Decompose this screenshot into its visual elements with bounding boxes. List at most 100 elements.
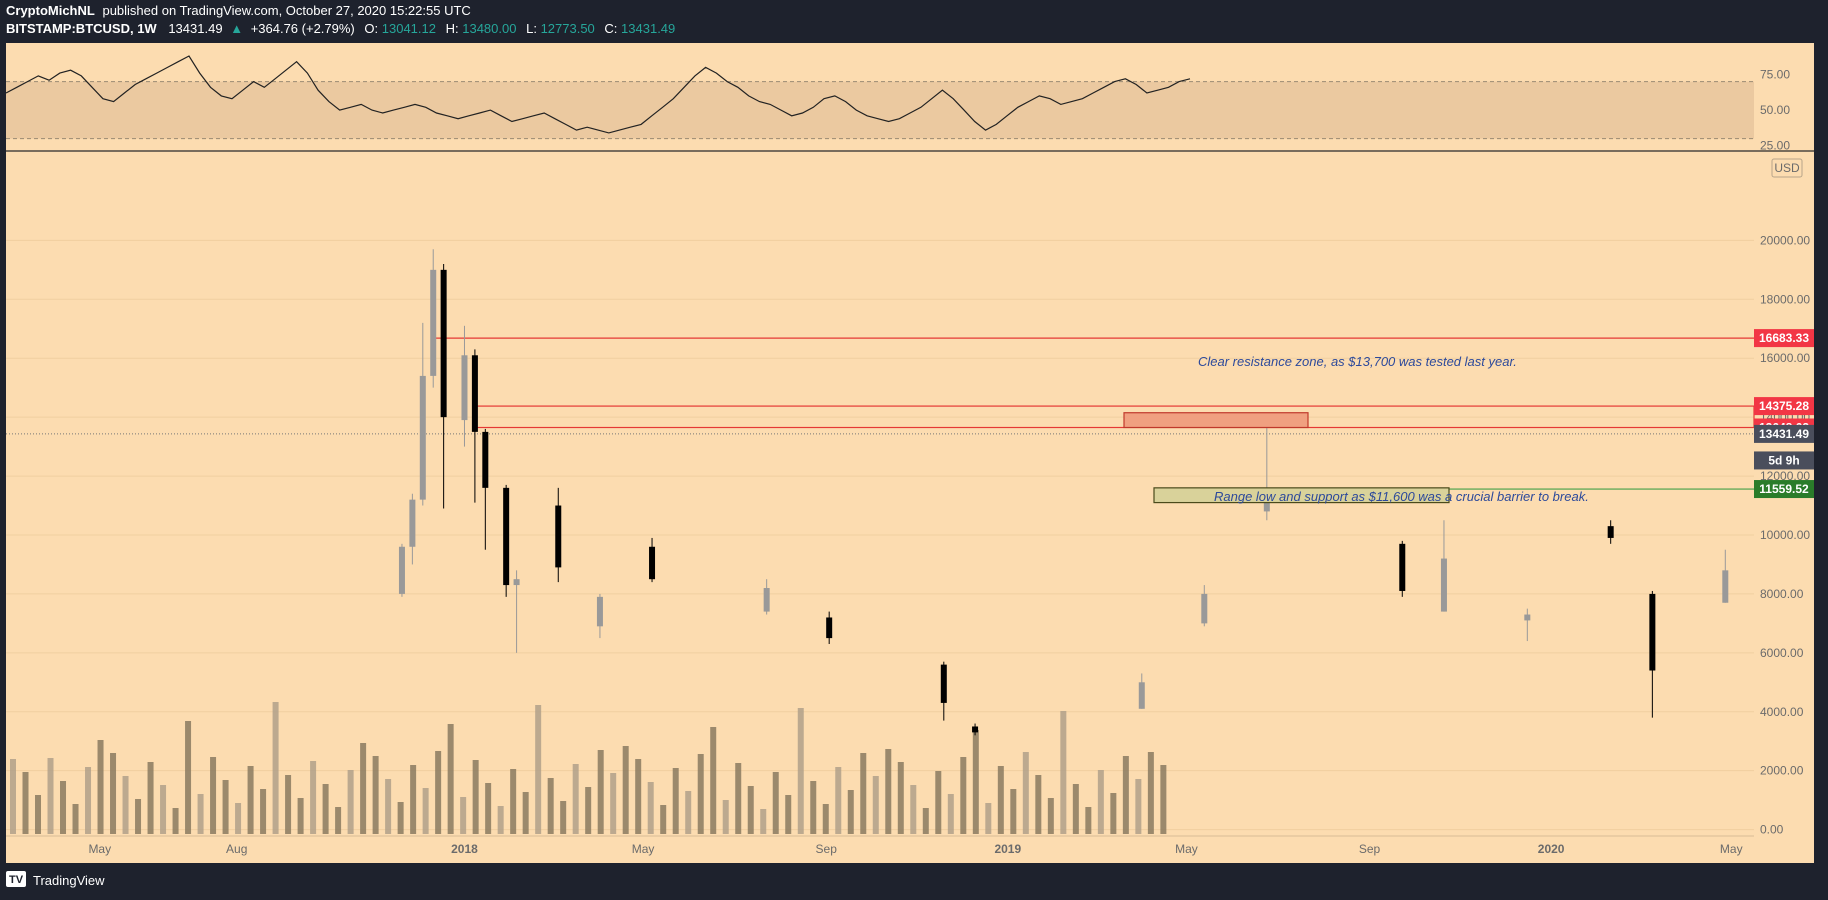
- candle-body: [482, 431, 489, 488]
- low-value: 12773.50: [541, 21, 595, 36]
- volume-bar: [597, 750, 604, 834]
- volume-bar: [260, 789, 267, 834]
- time-tick-label: 2018: [451, 842, 478, 856]
- rsi-line: [5, 55, 1191, 134]
- volume-bar: [747, 786, 754, 834]
- candle-body: [596, 596, 603, 627]
- currency-label: USD: [1774, 161, 1800, 175]
- volume-bar: [147, 762, 154, 834]
- volume-bar: [110, 753, 117, 834]
- volume-bar: [760, 809, 767, 834]
- volume-bar: [610, 773, 617, 834]
- volume-bar: [697, 754, 704, 834]
- volume-bar: [835, 767, 842, 834]
- volume-bar: [622, 746, 629, 834]
- volume-bar: [97, 740, 104, 834]
- price-tag-bg: [1754, 451, 1814, 470]
- price-tag-label: 13431.49: [1759, 427, 1809, 441]
- rsi-tick-label: 25.00: [1760, 139, 1790, 153]
- volume-bar: [710, 727, 717, 834]
- candle-body: [826, 617, 833, 639]
- volume-bar: [822, 804, 829, 834]
- volume-bar: [422, 788, 429, 834]
- price-tick-label: 12000.00: [1760, 469, 1810, 483]
- volume-bar: [897, 762, 904, 834]
- price-tag-label: 16683.33: [1759, 331, 1809, 345]
- close-value: 13431.49: [621, 21, 675, 36]
- candle-body: [1138, 682, 1145, 709]
- volume-bar: [472, 760, 479, 834]
- volume-bar: [385, 779, 392, 834]
- time-tick-label: Aug: [226, 842, 247, 856]
- candle-body: [649, 546, 656, 580]
- price-tag-bg: [1754, 397, 1814, 416]
- volume-bar: [22, 772, 29, 834]
- candle-body: [555, 505, 562, 568]
- candle-body: [972, 726, 979, 733]
- last-price: 13431.49: [168, 21, 222, 36]
- volume-bar: [522, 792, 529, 834]
- time-tick-label: May: [1175, 842, 1198, 856]
- symbol-name: BITSTAMP:BTCUSD, 1W: [6, 21, 157, 36]
- volume-bar: [972, 730, 979, 834]
- volume-bar: [1072, 784, 1079, 834]
- volume-bar: [1160, 765, 1167, 834]
- high-label: H:: [446, 21, 459, 36]
- candle-body: [419, 375, 426, 500]
- candle-body: [513, 579, 520, 586]
- volume-bar: [310, 761, 317, 834]
- volume-bar: [572, 764, 579, 834]
- volume-bar: [160, 785, 167, 834]
- volume-bar: [1022, 752, 1029, 834]
- volume-bar: [1010, 789, 1017, 834]
- currency-badge: [1771, 158, 1803, 178]
- volume-bar: [847, 790, 854, 834]
- price-tick-label: 0.00: [1760, 823, 1784, 837]
- volume-bar: [497, 806, 504, 834]
- candle-body: [1201, 593, 1208, 624]
- volume-bar: [1085, 807, 1092, 834]
- candle-body: [430, 269, 437, 376]
- candle-body: [1440, 558, 1447, 612]
- volume-bar: [510, 769, 517, 834]
- time-axis-background: [6, 836, 1754, 863]
- tradingview-logo-icon[interactable]: [6, 871, 26, 887]
- volume-bar: [322, 784, 329, 834]
- volume-bar: [297, 798, 304, 834]
- volume-bar: [372, 756, 379, 834]
- volume-bar: [947, 794, 954, 834]
- price-tag-label: 14375.28: [1759, 399, 1809, 413]
- price-tick-label: 4000.00: [1760, 705, 1804, 719]
- volume-bars: [10, 702, 1167, 834]
- candle-body: [409, 499, 416, 547]
- volume-bar: [1047, 798, 1054, 834]
- tradingview-brand[interactable]: TradingView: [33, 873, 105, 888]
- volume-bar: [85, 767, 92, 834]
- volume-bar: [772, 772, 779, 834]
- volume-bar: [235, 803, 242, 834]
- volume-bar: [397, 802, 404, 834]
- volume-bar: [547, 778, 554, 834]
- time-tick-label: Sep: [816, 842, 838, 856]
- author-name: CryptoMichNL: [6, 3, 95, 18]
- candle-body: [763, 588, 770, 612]
- volume-bar: [872, 776, 879, 834]
- volume-bar: [1035, 775, 1042, 834]
- volume-bar: [885, 749, 892, 834]
- volume-bar: [35, 795, 42, 834]
- volume-bar: [685, 791, 692, 834]
- time-tick-label: May: [88, 842, 111, 856]
- change-arrow: ▲: [230, 21, 243, 36]
- price-grid: [6, 239, 1754, 831]
- rsi-band: [6, 81, 1754, 139]
- volume-bar: [997, 766, 1004, 834]
- rsi-pane: 75.00 50.00 25.00: [5, 55, 1790, 153]
- candle-body: [461, 355, 468, 421]
- resistance-zone: [1123, 412, 1309, 429]
- candle-body: [1524, 614, 1531, 621]
- volume-bar: [485, 783, 492, 834]
- volume-bar: [285, 775, 292, 834]
- time-tick-label: Sep: [1359, 842, 1381, 856]
- volume-bar: [797, 708, 804, 834]
- volume-bar: [560, 801, 567, 834]
